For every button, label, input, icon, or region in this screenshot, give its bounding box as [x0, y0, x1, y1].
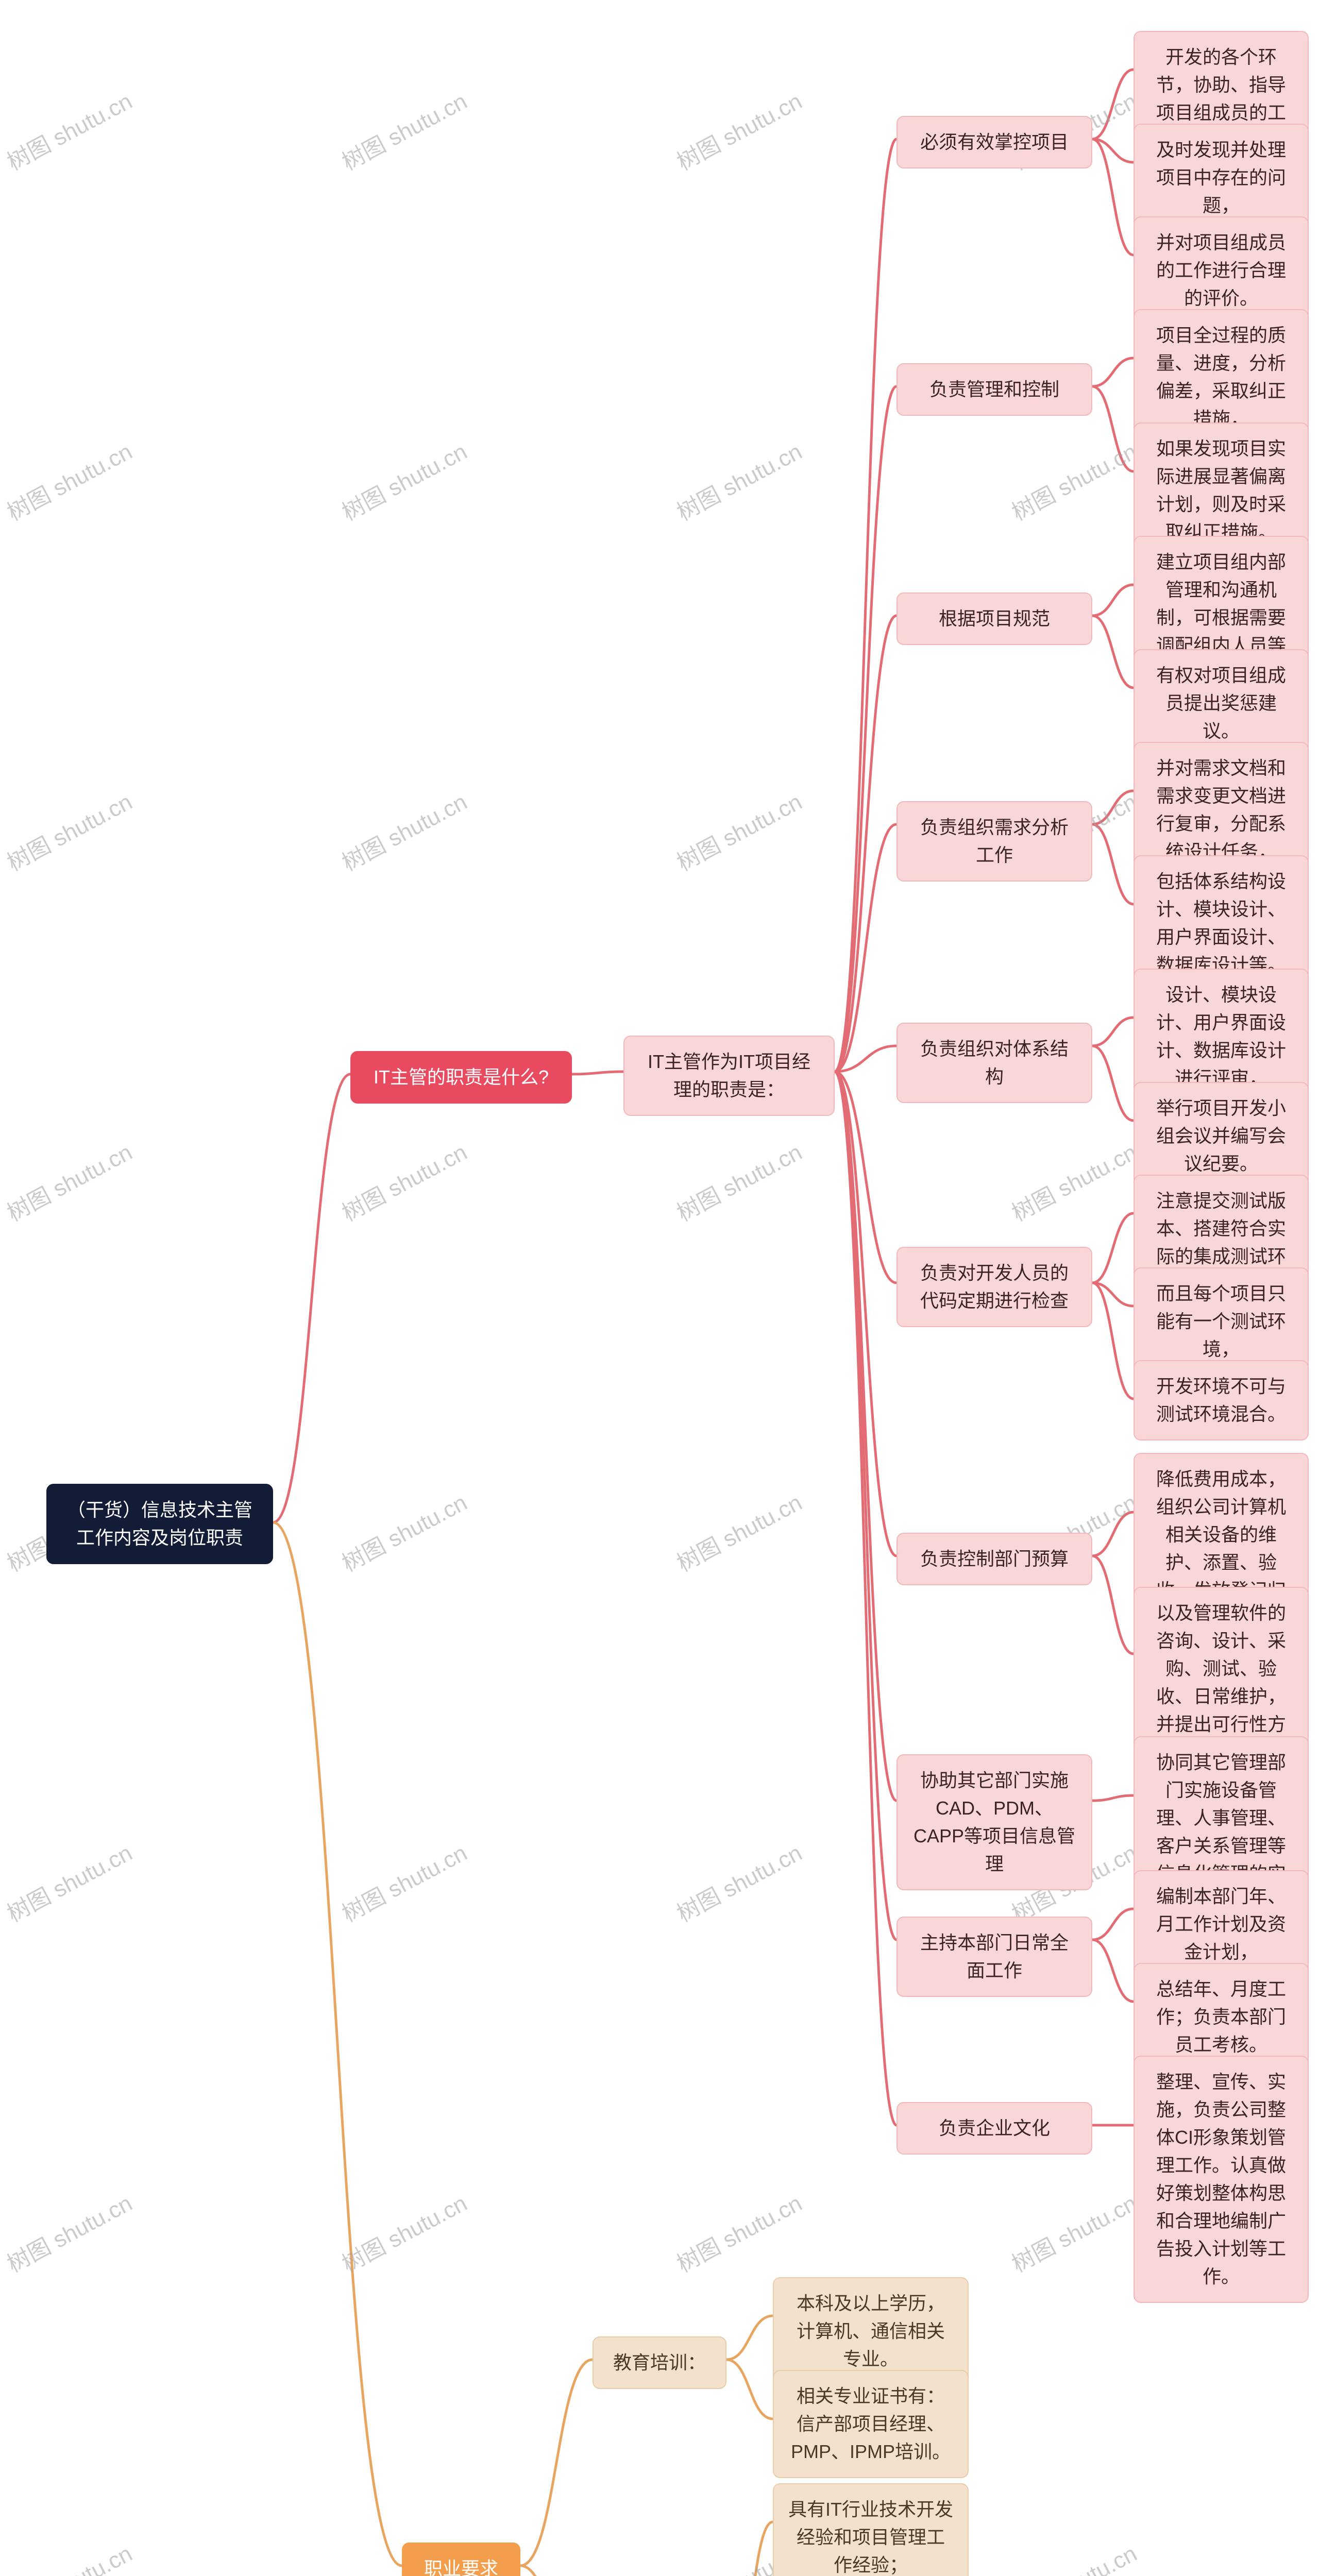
mindmap-node-b2[interactable]: 职业要求 [402, 2543, 520, 2576]
mindmap-node-c5[interactable]: 负责组织对体系结构 [897, 1023, 1092, 1103]
watermark-text: 树图 shutu.cn [335, 2185, 472, 2279]
watermark-text: 树图 shutu.cn [1005, 2185, 1142, 2279]
mindmap-node-d2-1[interactable]: 具有IT行业技术开发经验和项目管理工作经验； [773, 2483, 969, 2576]
watermark-text: 树图 shutu.cn [670, 1835, 807, 1928]
watermark-text: 树图 shutu.cn [1, 83, 137, 177]
watermark-text: 树图 shutu.cn [335, 1484, 472, 1578]
mindmap-node-c6-2[interactable]: 而且每个项目只能有一个测试环境， [1134, 1267, 1309, 1376]
mindmap-node-c10-1[interactable]: 整理、宣传、实施，负责公司整体CI形象策划管理工作。认真做好策划整体构思和合理地… [1134, 2056, 1309, 2303]
mindmap-node-c10[interactable]: 负责企业文化 [897, 2102, 1092, 2155]
mindmap-node-c5-2[interactable]: 举行项目开发小组会议并编写会议纪要。 [1134, 1082, 1309, 1190]
mindmap-node-c3[interactable]: 根据项目规范 [897, 592, 1092, 645]
watermark-text: 树图 shutu.cn [670, 433, 807, 527]
watermark-text: 树图 shutu.cn [335, 433, 472, 527]
mindmap-node-root[interactable]: （干货）信息技术主管工作内容及岗位职责 [46, 1484, 273, 1564]
mindmap-node-d1-1[interactable]: 本科及以上学历，计算机、通信相关专业。 [773, 2277, 969, 2385]
watermark-text: 树图 shutu.cn [335, 1134, 472, 1228]
watermark-text: 树图 shutu.cn [1, 2185, 137, 2279]
watermark-text: 树图 shutu.cn [670, 2185, 807, 2279]
watermark-text: 树图 shutu.cn [335, 784, 472, 877]
mindmap-node-c9-2[interactable]: 总结年、月度工作；负责本部门员工考核。 [1134, 1963, 1309, 2071]
mindmap-node-c4[interactable]: 负责组织需求分析工作 [897, 801, 1092, 882]
mindmap-canvas: 树图 shutu.cn 树图 shutu.cn 树图 shutu.cn 树图 shut… [0, 0, 1319, 2576]
mindmap-node-c8[interactable]: 协助其它部门实施CAD、PDM、CAPP等项目信息管理 [897, 1754, 1092, 1890]
mindmap-node-c7[interactable]: 负责控制部门预算 [897, 1533, 1092, 1585]
watermark-text: 树图 shutu.cn [1, 2535, 137, 2576]
mindmap-node-b1[interactable]: IT主管的职责是什么? [350, 1051, 572, 1104]
watermark-text: 树图 shutu.cn [670, 1134, 807, 1228]
watermark-text: 树图 shutu.cn [1005, 1134, 1142, 1228]
mindmap-node-b1a[interactable]: IT主管作为IT项目经理的职责是： [623, 1036, 835, 1116]
watermark-text: 树图 shutu.cn [670, 1484, 807, 1578]
watermark-text: 树图 shutu.cn [670, 784, 807, 877]
mindmap-node-c1[interactable]: 必须有效掌控项目 [897, 116, 1092, 168]
mindmap-node-c3-2[interactable]: 有权对项目组成员提出奖惩建议。 [1134, 649, 1309, 757]
watermark-text: 树图 shutu.cn [1005, 433, 1142, 527]
watermark-text: 树图 shutu.cn [1, 433, 137, 527]
mindmap-node-c6[interactable]: 负责对开发人员的代码定期进行检查 [897, 1247, 1092, 1327]
mindmap-node-d1-2[interactable]: 相关专业证书有：信产部项目经理、PMP、IPMP培训。 [773, 2370, 969, 2478]
watermark-text: 树图 shutu.cn [1, 1134, 137, 1228]
mindmap-node-c2[interactable]: 负责管理和控制 [897, 363, 1092, 416]
mindmap-node-c1-3[interactable]: 并对项目组成员的工作进行合理的评价。 [1134, 216, 1309, 325]
mindmap-node-d1[interactable]: 教育培训： [593, 2336, 726, 2389]
watermark-text: 树图 shutu.cn [335, 83, 472, 177]
watermark-text: 树图 shutu.cn [670, 83, 807, 177]
mindmap-node-c9-1[interactable]: 编制本部门年、月工作计划及资金计划， [1134, 1870, 1309, 1978]
watermark-text: 树图 shutu.cn [1, 784, 137, 877]
mindmap-node-c9[interactable]: 主持本部门日常全面工作 [897, 1917, 1092, 1997]
mindmap-node-c6-3[interactable]: 开发环境不可与测试环境混合。 [1134, 1360, 1309, 1440]
watermark-text: 树图 shutu.cn [1005, 2535, 1142, 2576]
watermark-text: 树图 shutu.cn [1, 1835, 137, 1928]
mindmap-node-c1-2[interactable]: 及时发现并处理项目中存在的问题， [1134, 124, 1309, 232]
watermark-text: 树图 shutu.cn [335, 1835, 472, 1928]
